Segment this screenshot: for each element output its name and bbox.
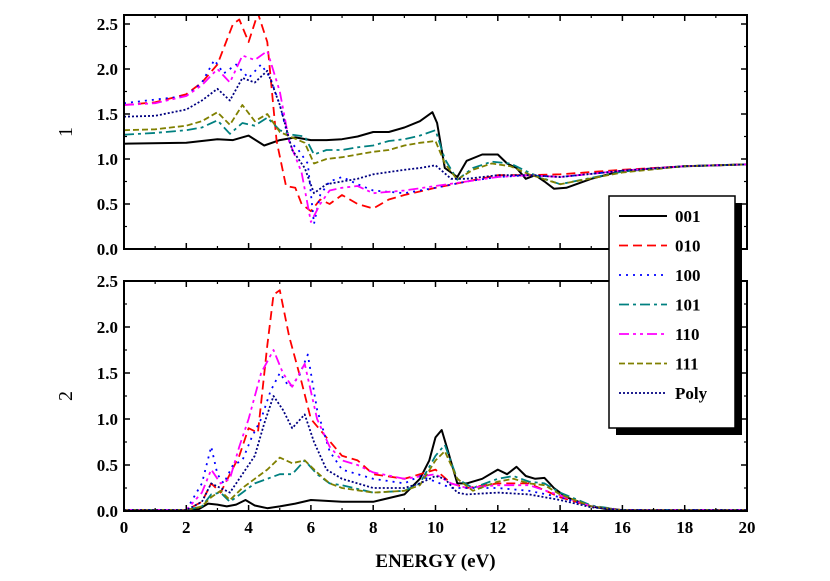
y-axis-label-top: 1 [55, 127, 77, 137]
y-tick-label-bottom: 0.0 [97, 502, 118, 521]
panel-top: 0.0 0.5 1.0 1.5 2.0 2.5 1 [55, 14, 748, 259]
x-axis-label: ENERGY (eV) [375, 551, 495, 572]
x-tick-label: 14 [552, 518, 570, 537]
legend-label-010: 010 [675, 237, 701, 256]
legend-label-110: 110 [675, 325, 700, 344]
y-tick-label-top: 0.0 [97, 240, 118, 259]
legend-label-poly: Poly [675, 384, 708, 403]
y-tick-label-top: 2.0 [97, 60, 118, 79]
series-line-bottom-111 [124, 450, 747, 511]
y-tick-label-bottom: 2.5 [97, 272, 118, 291]
legend: 001 010 100 101 110 111 Poly [608, 195, 742, 435]
y-tick-label-top: 0.5 [97, 195, 118, 214]
x-tick-label: 18 [676, 518, 693, 537]
legend-box [608, 195, 736, 429]
series-group-bottom [124, 289, 747, 511]
x-tick-label: 0 [120, 518, 129, 537]
y-tick-label-bottom: 2.0 [97, 318, 118, 337]
y-tick-label-top: 2.5 [97, 15, 118, 34]
series-line-top-001 [124, 111, 747, 190]
series-line-bottom-110 [124, 349, 747, 511]
x-tick-label: 20 [739, 518, 756, 537]
y-tick-label-bottom: 1.0 [97, 410, 118, 429]
legend-label-111: 111 [675, 355, 699, 374]
y-axis-label-bottom: 2 [55, 391, 77, 401]
x-tick-label: 10 [427, 518, 444, 537]
y-tick-label-bottom: 1.5 [97, 364, 118, 383]
series-line-top-101 [124, 116, 747, 186]
x-tick-label: 2 [182, 518, 191, 537]
legend-label-001: 001 [675, 207, 701, 226]
series-line-top-010 [124, 15, 747, 213]
y-tick-label-top: 1.0 [97, 150, 118, 169]
y-tick-label-top: 1.5 [97, 105, 118, 124]
series-line-top-110 [124, 50, 747, 223]
x-tick-label: 4 [244, 518, 253, 537]
series-line-bottom-100 [124, 353, 747, 511]
series-line-bottom-101 [124, 443, 747, 511]
y-tick-label-bottom: 0.5 [97, 456, 118, 475]
x-tick-label: 6 [307, 518, 316, 537]
series-line-bottom-poly [124, 395, 747, 511]
panel-bottom: 0 2 4 6 8 10 12 14 16 18 20 0.0 0.5 1.0 1.5 2.0 2.5 2 ENER… [55, 272, 756, 572]
legend-label-101: 101 [675, 296, 701, 315]
series-line-bottom-001 [124, 429, 747, 511]
series-group-top [124, 15, 747, 225]
legend-label-100: 100 [675, 266, 701, 285]
x-tick-label: 16 [614, 518, 631, 537]
series-line-top-poly [124, 69, 747, 195]
series-line-top-111 [124, 104, 747, 186]
x-tick-label: 12 [489, 518, 506, 537]
x-tick-label: 8 [369, 518, 378, 537]
